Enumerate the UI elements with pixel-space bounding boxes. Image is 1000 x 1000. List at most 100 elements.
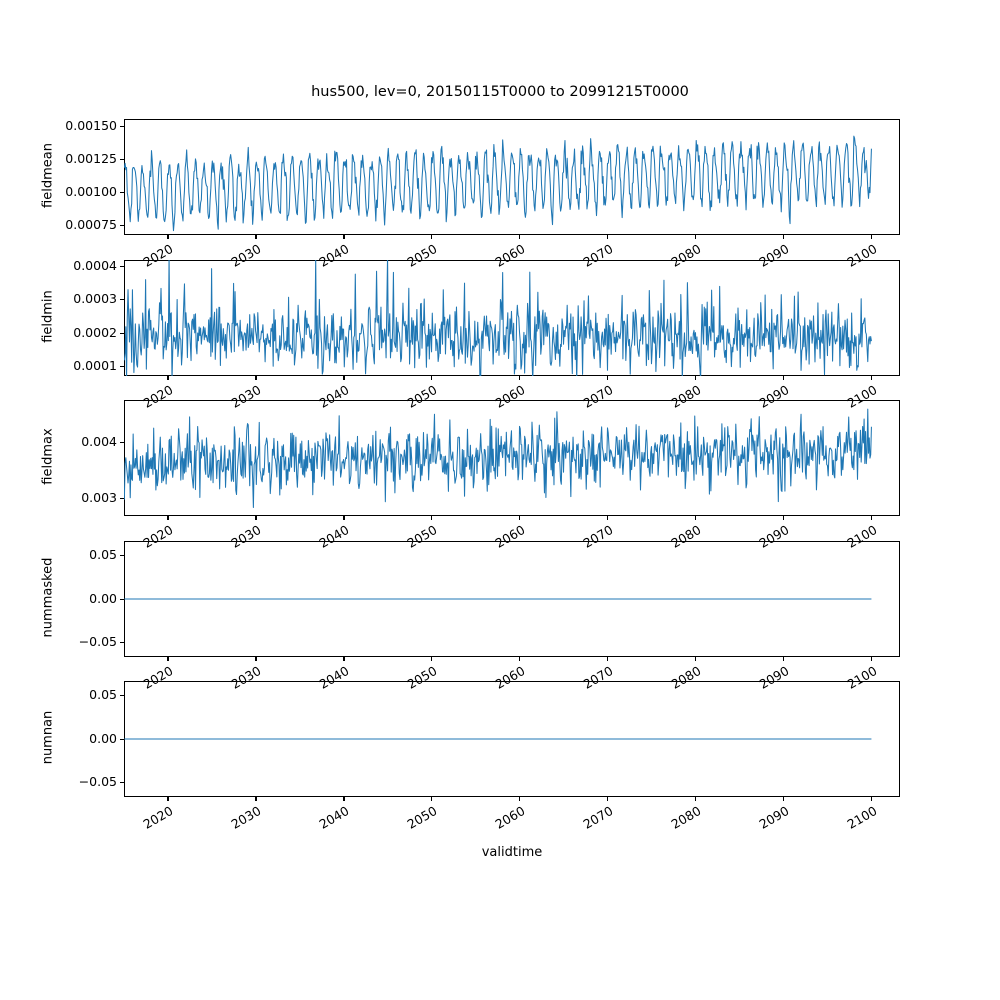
x-tick-mark <box>871 797 873 801</box>
x-tick-mark <box>431 516 433 520</box>
x-tick-label: 2100 <box>844 803 880 832</box>
y-tick-label: 0.00125 <box>65 150 117 166</box>
y-tick-label: 0.05 <box>89 686 117 702</box>
y-tick-label: −0.05 <box>78 634 117 650</box>
y-tick-label: 0.004 <box>81 433 117 449</box>
series-line-fieldmax <box>124 408 872 509</box>
y-tick-mark <box>120 694 124 696</box>
x-tick-mark <box>607 376 609 380</box>
x-tick-mark <box>431 376 433 380</box>
x-tick-mark <box>607 516 609 520</box>
y-tick-mark <box>120 598 124 600</box>
series-line-fieldmin <box>124 260 872 376</box>
subplot-numnan <box>124 681 900 797</box>
x-tick-mark <box>783 376 785 380</box>
y-tick-mark <box>120 332 124 334</box>
x-tick-label: 2020 <box>140 803 176 832</box>
series-clip-numnan <box>124 681 900 797</box>
x-tick-mark <box>255 376 257 380</box>
subplot-frame-fieldmax <box>124 400 900 516</box>
y-tick-mark <box>120 265 124 267</box>
subplot-fieldmean <box>124 119 900 235</box>
y-axis-label-nummasked: nummasked <box>40 557 56 638</box>
x-tick-mark <box>519 376 521 380</box>
series-clip-fieldmin <box>124 260 900 376</box>
x-tick-mark <box>431 657 433 661</box>
subplot-fieldmin <box>124 260 900 376</box>
x-tick-mark <box>167 797 169 801</box>
x-tick-mark <box>607 235 609 239</box>
x-tick-mark <box>343 516 345 520</box>
series-clip-nummasked <box>124 541 900 657</box>
x-tick-mark <box>255 657 257 661</box>
y-tick-mark <box>120 125 124 127</box>
x-tick-mark <box>167 657 169 661</box>
x-tick-mark <box>871 376 873 380</box>
series-clip-fieldmax <box>124 400 900 516</box>
x-tick-mark <box>167 376 169 380</box>
x-tick-mark <box>519 235 521 239</box>
x-tick-mark <box>871 657 873 661</box>
series-line-fieldmean <box>124 135 872 232</box>
y-tick-mark <box>120 299 124 301</box>
x-tick-mark <box>871 516 873 520</box>
y-tick-label: 0.003 <box>81 489 117 505</box>
x-axis-label: validtime <box>481 845 543 860</box>
x-tick-mark <box>695 657 697 661</box>
y-tick-mark <box>120 497 124 499</box>
x-tick-label: 2030 <box>228 803 264 832</box>
y-tick-mark <box>120 738 124 740</box>
y-tick-label: 0.00150 <box>65 117 117 133</box>
y-tick-label: 0.00 <box>89 590 117 606</box>
y-tick-mark <box>120 642 124 644</box>
series-line-nummasked <box>124 598 872 600</box>
figure-title: hus500, lev=0, 20150115T0000 to 20991215… <box>311 84 689 100</box>
y-tick-label: 0.00100 <box>65 184 117 200</box>
x-tick-mark <box>343 657 345 661</box>
x-tick-mark <box>871 235 873 239</box>
y-tick-label: 0.0001 <box>73 358 117 374</box>
x-tick-label: 2070 <box>580 803 616 832</box>
x-tick-mark <box>783 235 785 239</box>
y-axis-label-fieldmean: fieldmean <box>40 143 56 208</box>
x-tick-mark <box>607 657 609 661</box>
x-tick-mark <box>695 797 697 801</box>
y-tick-mark <box>120 192 124 194</box>
x-tick-mark <box>255 235 257 239</box>
y-tick-label: 0.0003 <box>73 291 117 307</box>
y-tick-label: 0.00075 <box>65 217 117 233</box>
x-tick-mark <box>783 657 785 661</box>
x-tick-mark <box>343 235 345 239</box>
x-tick-mark <box>519 516 521 520</box>
y-tick-label: 0.05 <box>89 546 117 562</box>
x-tick-mark <box>167 235 169 239</box>
y-tick-label: −0.05 <box>78 774 117 790</box>
x-tick-mark <box>695 235 697 239</box>
x-tick-label: 2060 <box>492 803 528 832</box>
subplot-frame-fieldmin <box>124 260 900 376</box>
y-tick-mark <box>120 225 124 227</box>
x-tick-mark <box>519 797 521 801</box>
subplot-nummasked <box>124 541 900 657</box>
x-tick-mark <box>343 376 345 380</box>
x-tick-label: 2090 <box>756 803 792 832</box>
x-tick-mark <box>607 797 609 801</box>
y-axis-label-numnan: numnan <box>40 710 56 765</box>
y-tick-mark <box>120 441 124 443</box>
y-tick-label: 0.0004 <box>73 257 117 273</box>
x-tick-label: 2080 <box>668 803 704 832</box>
x-tick-mark <box>783 516 785 520</box>
x-tick-label: 2040 <box>316 803 352 832</box>
x-tick-mark <box>255 516 257 520</box>
x-tick-mark <box>519 657 521 661</box>
y-tick-mark <box>120 366 124 368</box>
x-tick-mark <box>783 797 785 801</box>
x-tick-label: 2050 <box>404 803 440 832</box>
x-tick-mark <box>695 376 697 380</box>
x-tick-mark <box>695 516 697 520</box>
y-axis-label-fieldmax: fieldmax <box>40 428 56 485</box>
y-axis-label-fieldmin: fieldmin <box>40 290 56 343</box>
x-tick-mark <box>431 797 433 801</box>
y-tick-mark <box>120 782 124 784</box>
